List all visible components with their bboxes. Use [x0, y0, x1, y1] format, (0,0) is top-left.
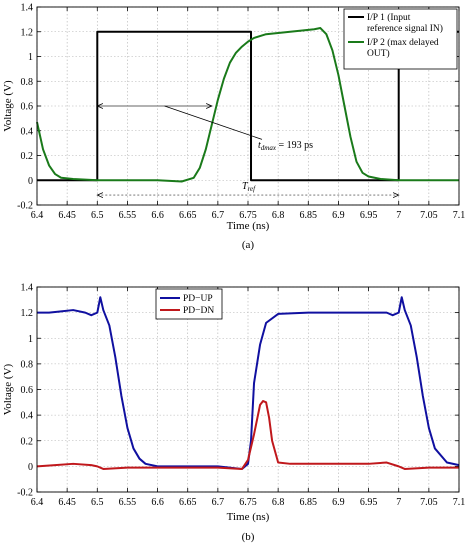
y-tick-label: 1.2 [21, 308, 34, 319]
x-tick-label: 6.45 [58, 497, 76, 508]
x-tick-label: 6.5 [91, 497, 104, 508]
tref-label: Tref [242, 181, 256, 193]
legend-label: PD−UP [183, 294, 213, 304]
legend-box [343, 8, 458, 70]
y-tick-label: 0 [28, 176, 33, 187]
y-tick-label: 0.6 [21, 102, 34, 113]
x-tick-label: 6.7 [212, 497, 225, 508]
x-tick-label: 6.55 [119, 210, 137, 221]
y-tick-label: -0.2 [17, 488, 33, 499]
series-line-0 [37, 296, 460, 470]
series-line-1 [36, 27, 459, 183]
legend-label: PD−DN [183, 306, 214, 316]
legend-box [155, 288, 223, 320]
x-tick-label: 6.6 [151, 210, 164, 221]
series-line-1 [36, 400, 459, 470]
x-tick-label: 6.4 [31, 497, 44, 508]
plot-frame [36, 286, 460, 493]
tref-subscript: ref [248, 185, 257, 193]
x-tick-label: 6.65 [179, 497, 197, 508]
x-tick-label: 6.9 [332, 497, 345, 508]
panel-caption: (b) [242, 531, 255, 543]
tref-symbol: T [242, 181, 249, 192]
y-tick-label: 1.4 [21, 283, 34, 294]
y-tick-label: 0.8 [21, 359, 34, 370]
y-tick-label: 1 [28, 334, 33, 345]
y-tick-label: 1.4 [21, 3, 34, 14]
x-tick-label: 6.95 [360, 210, 378, 221]
x-tick-label: 6.85 [300, 210, 318, 221]
y-tick-label: -0.2 [17, 201, 33, 212]
y-tick-label: 0.4 [21, 411, 34, 422]
x-tick-label: 6.4 [31, 210, 44, 221]
x-tick-label: 7.05 [420, 497, 438, 508]
tdmax-value: = 193 ps [276, 140, 313, 151]
x-tick-label: 6.6 [151, 497, 164, 508]
x-tick-label: 7.1 [453, 497, 466, 508]
y-tick-label: 0.6 [21, 385, 34, 396]
tdmax-label: tdmax = 193 ps [258, 140, 313, 152]
x-tick-label: 7 [396, 210, 401, 221]
y-tick-label: 1.2 [21, 27, 34, 38]
panel-caption: (a) [242, 239, 255, 251]
tdmax-subscript: dmax [261, 144, 277, 152]
x-tick-label: 6.8 [272, 210, 285, 221]
plot-frame [36, 6, 460, 206]
y-axis-label: Voltage (V) [2, 80, 14, 132]
y-tick-label: 1 [28, 52, 33, 63]
x-tick-label: 6.85 [300, 497, 318, 508]
y-tick-label: 0.8 [21, 77, 34, 88]
tdmax-symbol: t [258, 140, 261, 151]
y-tick-label: 0.4 [21, 126, 34, 137]
y-axis-label: Voltage (V) [2, 363, 14, 415]
y-tick-label: 0.2 [21, 151, 34, 162]
legend-label: OUT) [367, 48, 390, 59]
x-tick-label: 6.65 [179, 210, 197, 221]
x-tick-label: 6.75 [239, 497, 257, 508]
legend-label: I/P 2 (max delayed [367, 37, 439, 48]
x-tick-label: 6.45 [58, 210, 76, 221]
legend-label: I/P 1 (Input [367, 12, 411, 23]
x-tick-label: 6.9 [332, 210, 345, 221]
x-tick-label: 7.05 [420, 210, 438, 221]
x-tick-label: 7 [396, 497, 401, 508]
x-axis-label: Time (ns) [227, 511, 270, 523]
chart-panel-a: 6.4 6.45 6.5 6.55 6.6 6.65 6.7 6.75 6.8 6.85 6.9 6.… [2, 3, 465, 252]
x-tick-label: 6.75 [239, 210, 257, 221]
x-tick-label: 7.1 [453, 210, 466, 221]
x-tick-label: 6.5 [91, 210, 104, 221]
x-tick-label: 6.55 [119, 497, 137, 508]
x-tick-label: 6.95 [360, 497, 378, 508]
x-tick-label: 6.7 [212, 210, 225, 221]
y-tick-label: 0.2 [21, 436, 34, 447]
y-tick-label: 0 [28, 462, 33, 473]
legend-label: reference signal IN) [367, 23, 443, 34]
chart-panel-b: 6.4 6.45 6.5 6.55 6.6 6.65 6.7 6.75 6.8 6.85 6.9 6.… [2, 283, 465, 544]
tdmax-leader [164, 105, 263, 140]
x-axis-label: Time (ns) [227, 220, 270, 232]
x-tick-label: 6.8 [272, 497, 285, 508]
